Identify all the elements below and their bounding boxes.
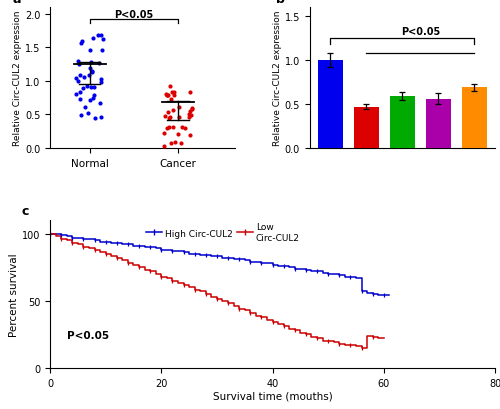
Point: [98, 33, 106, 39]
Point: [78, 38, 86, 45]
Point: [160, 130, 168, 137]
Point: [88, 69, 96, 76]
Point: [170, 139, 178, 146]
Point: [160, 143, 168, 150]
Point: [164, 92, 172, 99]
Point: [85, 72, 93, 79]
Point: [81, 105, 89, 111]
Point: [166, 84, 174, 90]
Point: [96, 101, 104, 107]
Point: [74, 78, 82, 85]
Point: [185, 115, 193, 121]
Point: [76, 90, 84, 96]
Point: [98, 47, 106, 54]
Point: [87, 84, 95, 91]
Y-axis label: Relative Circ-CUL2 expression: Relative Circ-CUL2 expression: [13, 11, 22, 146]
Point: [162, 92, 170, 98]
Point: [188, 107, 196, 113]
Point: [88, 60, 96, 66]
Point: [186, 90, 194, 97]
Point: [90, 92, 98, 99]
Point: [77, 40, 85, 47]
Text: c: c: [21, 205, 28, 218]
Point: [78, 85, 86, 92]
Point: [188, 112, 196, 119]
Point: [89, 36, 97, 42]
Point: [88, 95, 96, 102]
Point: [94, 61, 102, 67]
Point: [76, 62, 84, 68]
Point: [165, 124, 173, 131]
Text: P<0.05: P<0.05: [66, 330, 109, 341]
Text: P<0.05: P<0.05: [114, 9, 154, 20]
Point: [76, 73, 84, 79]
Point: [97, 115, 105, 121]
Point: [94, 32, 102, 39]
Point: [90, 85, 98, 91]
Point: [177, 140, 185, 146]
Point: [84, 110, 92, 117]
Point: [170, 125, 177, 131]
Bar: [462, 88, 486, 148]
Text: a: a: [13, 0, 22, 6]
Bar: [354, 108, 378, 148]
Point: [166, 115, 173, 121]
Y-axis label: Relative Circ-CUL2 expression: Relative Circ-CUL2 expression: [272, 11, 281, 146]
Point: [170, 90, 178, 96]
Point: [84, 83, 92, 90]
Point: [163, 93, 171, 99]
Text: P<0.05: P<0.05: [400, 27, 440, 37]
Point: [164, 116, 172, 122]
Point: [97, 80, 105, 86]
Point: [86, 47, 94, 54]
Legend: High Circ-CUL2, Low
Circ-CUL2: High Circ-CUL2, Low Circ-CUL2: [142, 219, 304, 246]
Bar: [426, 99, 450, 148]
Point: [88, 70, 96, 76]
Bar: [390, 97, 414, 148]
Point: [174, 105, 182, 111]
Point: [188, 106, 196, 112]
Point: [91, 115, 99, 121]
Point: [72, 92, 80, 99]
X-axis label: Survival time (mouths): Survival time (mouths): [212, 391, 332, 400]
Point: [72, 76, 80, 83]
Point: [86, 97, 94, 104]
Point: [162, 126, 170, 132]
Bar: [318, 61, 342, 148]
Point: [182, 125, 190, 132]
Point: [74, 59, 82, 65]
Point: [162, 92, 170, 99]
Point: [176, 115, 184, 121]
Point: [86, 66, 94, 72]
Point: [77, 112, 85, 119]
Point: [76, 97, 84, 103]
Point: [168, 89, 176, 96]
Y-axis label: Percent survival: Percent survival: [9, 253, 19, 336]
Point: [98, 76, 106, 83]
Point: [168, 97, 175, 103]
Point: [174, 131, 182, 138]
Point: [167, 140, 175, 146]
Point: [170, 92, 178, 99]
Point: [186, 132, 194, 139]
Point: [162, 114, 170, 120]
Point: [186, 111, 194, 118]
Text: b: b: [276, 0, 285, 6]
Point: [99, 37, 107, 44]
Point: [186, 108, 194, 115]
Point: [168, 108, 176, 114]
Point: [164, 110, 172, 116]
Point: [178, 124, 186, 131]
Point: [80, 75, 88, 81]
